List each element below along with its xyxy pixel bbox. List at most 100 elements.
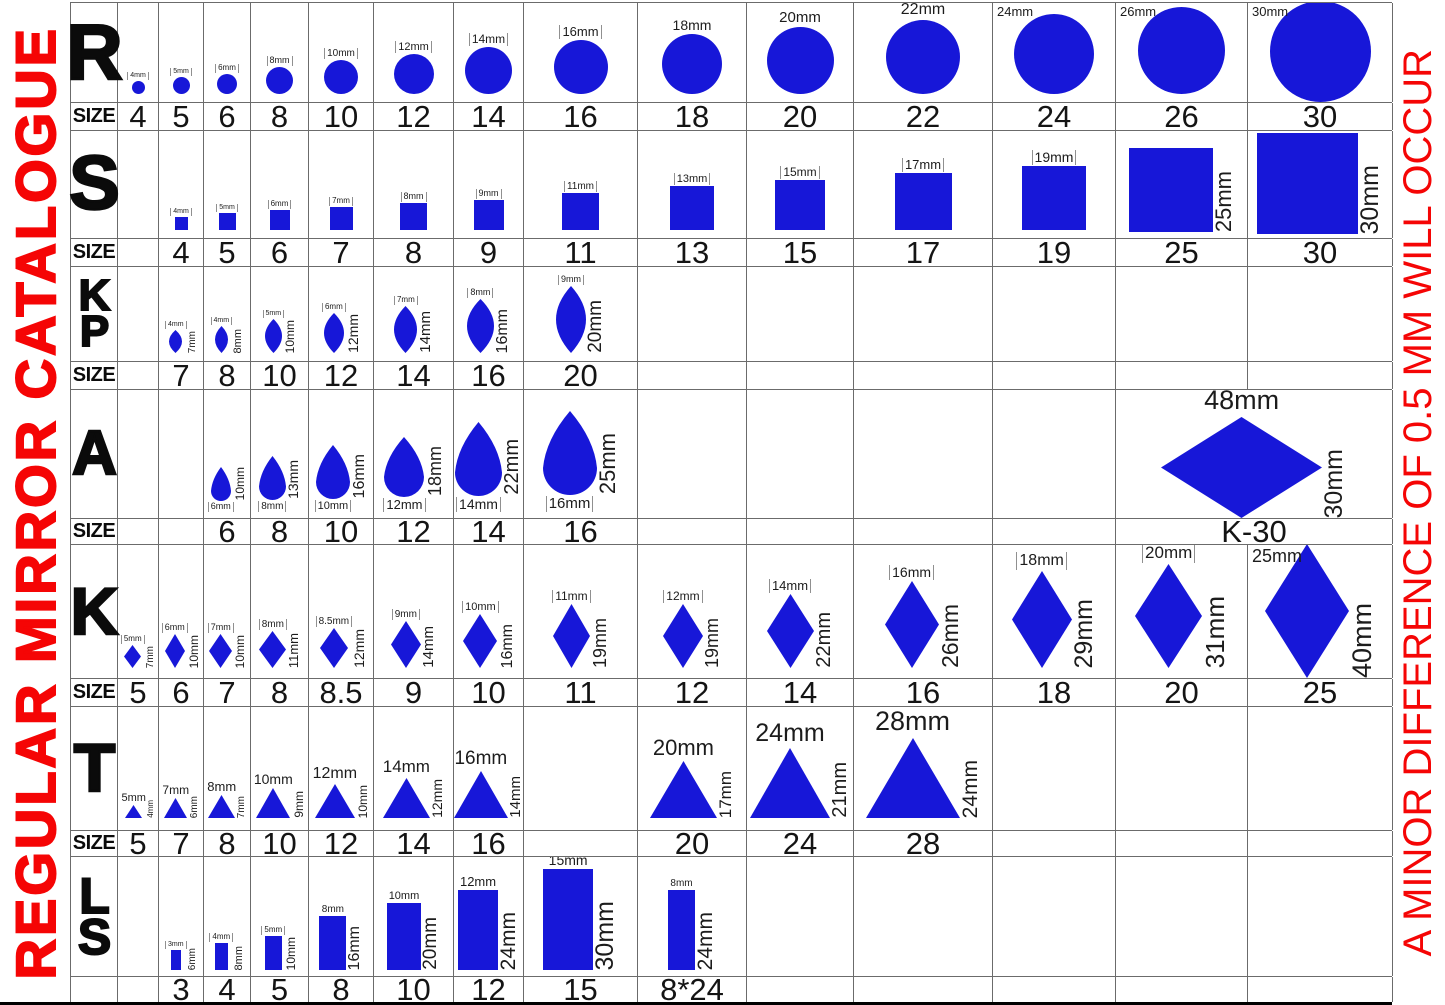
- size-cell-T-col3: 10: [251, 825, 309, 861]
- marquise-shape-10: [264, 319, 282, 353]
- cell-T-col8: 20mm 17mm: [638, 707, 747, 830]
- size-value: 10: [262, 825, 297, 861]
- size-cell-S-col9: 15: [747, 237, 854, 268]
- size-value: 7: [172, 357, 190, 393]
- row-K-shapes: K 5mm 7mm 6mm 10mm 7mm 10mm 8mm 11mm 8.5mm 12mm 9mm…: [69, 545, 1393, 679]
- size-value: 10: [323, 513, 359, 549]
- square-shape-19: [1022, 166, 1086, 230]
- row-LS-sizes: 3 4 5 8 10 12 15 8*24: [71, 971, 1393, 1005]
- cell-K-col10: 16mm 26mm: [854, 545, 993, 678]
- row-LS-shapes: L S 3mm 6mm 4mm 8mm 5mm 10mm 8mm 16mm 10mm 20mm 12mm…: [71, 857, 1393, 977]
- size-value: 8*24: [660, 971, 724, 1005]
- size-cell-KP-col12: [1116, 362, 1248, 389]
- size-cell-K-col7: 11: [524, 677, 638, 708]
- cell-KP-col1: 4mm 7mm: [159, 267, 204, 361]
- cell-LS-col7: 15mm 30mm: [524, 857, 638, 976]
- diamond-shape-20: [1135, 564, 1203, 668]
- shape-group: 5mm 7mm: [120, 634, 156, 678]
- size-cell-S-col4: 7: [309, 237, 374, 268]
- cell-R-col5: 12mm: [374, 3, 454, 102]
- left-banner: REGULAR MIRROR CATALOGUE: [0, 0, 70, 1005]
- size-cell-T-col8: 20: [638, 828, 747, 859]
- triangle-shape-28: [865, 738, 960, 818]
- size-value: 11: [564, 234, 597, 270]
- shape-group: 8mm 16mm: [466, 287, 511, 361]
- shape-group: 14mm 22mm: [455, 421, 523, 518]
- size-cell-LS-col11: [993, 977, 1116, 1002]
- shape-group: 19mm: [1022, 149, 1086, 238]
- shape-group: 14mm 12mm: [383, 758, 445, 830]
- diamond-shape-11: [552, 604, 590, 668]
- shape-group: 6mm 10mm: [207, 466, 247, 518]
- height-label: 12mm: [351, 629, 368, 668]
- cell-KP-col0: [118, 267, 159, 361]
- height-label: 10mm: [284, 936, 299, 970]
- size-cell-T-col2: 8: [204, 828, 251, 859]
- row-header-T: T: [72, 729, 116, 806]
- height-label: 19mm: [701, 617, 722, 668]
- size-cell-K-col3: 8: [251, 677, 309, 708]
- size-cell-K-col0: 5: [118, 677, 159, 708]
- width-label: 7mm: [207, 622, 234, 633]
- diamond-shape-18: [1011, 571, 1072, 668]
- size-value: 22: [905, 98, 941, 134]
- shape-group: 8mm 7mm: [207, 779, 247, 830]
- triangle-shape-8: [208, 795, 236, 818]
- cell-T-col11: [993, 707, 1116, 830]
- height-label: 30mm: [591, 900, 620, 970]
- cell-S-col4: 7mm: [309, 131, 374, 238]
- height-label: 10mm: [232, 466, 247, 500]
- square-shape-8: [400, 203, 427, 230]
- diamond-shape-9: [390, 621, 421, 668]
- shape-group: 11mm: [562, 181, 599, 238]
- size-row-header: SIZE: [71, 679, 118, 706]
- cell-K-col2: 7mm 10mm: [204, 545, 251, 678]
- size-cell-S-col10: 17: [854, 237, 993, 268]
- size-value: 10: [262, 357, 297, 393]
- circle-shape-12: [393, 54, 434, 94]
- circle-shape-20: [766, 27, 834, 94]
- shape-group: 9mm 20mm: [555, 274, 606, 361]
- square-shape-15: [775, 180, 825, 230]
- height-label: 6mm: [186, 947, 198, 970]
- shape-group: 6mm 12mm: [321, 302, 361, 361]
- width-label: 11mm: [552, 589, 591, 603]
- cell-A-col0: [118, 390, 159, 518]
- triangle-shape-14: [382, 778, 430, 818]
- cell-K-col9: 14mm 22mm: [747, 545, 854, 678]
- size-cell-R-col6: 14: [454, 101, 524, 132]
- size-cell-K-col8: 12: [638, 677, 747, 708]
- size-cell-T-col0: 5: [118, 828, 159, 859]
- cell-R-col3: 8mm: [251, 3, 309, 102]
- square-shape-9: [473, 200, 504, 230]
- width-label: 7mm: [393, 295, 418, 305]
- size-cell-T-col4: 12: [309, 828, 374, 859]
- cell-K-col0: 5mm 7mm: [118, 545, 159, 678]
- marquise-shape-20: [555, 286, 586, 353]
- cell-LS-col3: 5mm 10mm: [251, 857, 309, 976]
- size-value: 7: [218, 674, 236, 710]
- cell-S-col11: 19mm: [993, 131, 1116, 238]
- width-label: 5mm: [216, 204, 238, 212]
- size-cell-R-col10: 22: [854, 98, 993, 134]
- height-label: 7mm: [186, 330, 198, 353]
- height-label: 21mm: [829, 762, 851, 818]
- width-label: 20mm: [652, 734, 714, 760]
- width-label: 10mm: [462, 600, 499, 613]
- size-row-header: SIZE: [71, 103, 118, 130]
- width-label: 28mm: [875, 707, 951, 737]
- square-shape-17: [894, 173, 952, 230]
- row-S-sizes: SIZE 4 5 6 7 8 9 11 13 15 17 19 25 30: [71, 234, 1393, 270]
- cell-S-col7: 11mm: [524, 131, 638, 238]
- size-cell-A-col9: [747, 519, 854, 544]
- size-cell-A-col5: 12: [374, 516, 454, 547]
- cell-A-col10: [854, 390, 993, 518]
- shape-group: 5mm 10mm: [262, 310, 297, 361]
- size-cell-S-col7: 11: [524, 234, 638, 270]
- cell-R-col7: 16mm: [524, 3, 638, 102]
- size-value: 25: [1302, 674, 1338, 710]
- width-label: 20mm: [779, 8, 821, 26]
- cell-KP-col5: 7mm 14mm: [374, 267, 454, 361]
